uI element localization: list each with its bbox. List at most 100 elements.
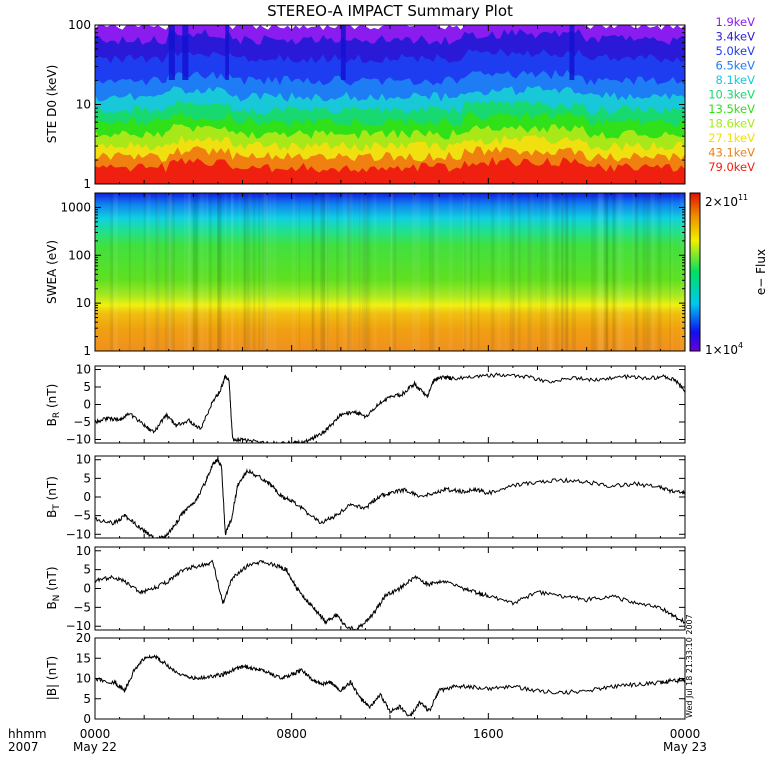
bt-ytick-label: 5 <box>83 471 91 485</box>
x-tick-label: 0000 <box>670 727 701 741</box>
bt-frame <box>94 455 686 539</box>
ste-bands <box>95 25 685 184</box>
bn-ytick-label: −5 <box>73 600 91 614</box>
ste-panel: 1 10 100 STE D0 (keV) <box>45 18 686 191</box>
swea-texture <box>109 193 685 351</box>
swea-stripe <box>230 193 234 351</box>
swea-stripe <box>571 193 576 351</box>
swea-stripe <box>649 193 655 351</box>
swea-stripe <box>243 193 246 351</box>
ste-dropout <box>182 25 189 80</box>
swea-stripe <box>364 193 368 351</box>
swea-stripe <box>169 193 173 351</box>
swea-stripe <box>146 193 151 351</box>
energy-legend-item: 27.1keV <box>708 131 755 145</box>
swea-stripe <box>512 193 516 351</box>
swea-ytick-label: 10 <box>76 296 91 310</box>
swea-stripe <box>157 193 160 351</box>
energy-legend-item: 1.9keV <box>716 15 756 29</box>
swea-ytick-label: 1 <box>83 344 91 358</box>
swea-stripe <box>360 193 364 351</box>
swea-stripe <box>268 193 272 351</box>
bn-ytick-label: −10 <box>66 619 91 633</box>
swea-stripe <box>543 193 547 351</box>
br-ylabel: BR (nT) <box>45 384 62 427</box>
swea-stripe <box>155 193 160 351</box>
swea-stripe <box>166 193 172 351</box>
swea-stripe <box>199 193 205 351</box>
swea-stripe <box>348 193 351 351</box>
swea-stripe <box>292 193 296 351</box>
swea-stripe <box>359 193 361 351</box>
swea-stripe <box>415 193 420 351</box>
swea-stripe <box>363 193 366 351</box>
swea-stripe <box>554 193 559 351</box>
swea-stripe <box>321 193 326 351</box>
swea-stripe <box>605 193 609 351</box>
swea-stripe <box>605 193 608 351</box>
swea-ytick-label: 1000 <box>60 200 91 214</box>
swea-stripe <box>170 193 175 351</box>
bt-axes: 10 5 0 −5 −10 <box>66 453 686 541</box>
swea-stripe <box>466 193 471 351</box>
swea-stripe <box>252 193 256 351</box>
swea-stripe <box>320 193 325 351</box>
swea-stripe <box>613 193 615 351</box>
energy-legend-item: 3.4keV <box>716 30 756 44</box>
ste-ylabel: STE D0 (keV) <box>45 65 59 144</box>
swea-stripe <box>647 193 652 351</box>
bmag-ytick-label: 15 <box>76 651 91 665</box>
swea-stripe <box>632 193 636 351</box>
energy-legend-item: 13.5keV <box>708 102 755 116</box>
plot-title: STEREO-A IMPACT Summary Plot <box>267 2 513 20</box>
swea-stripe <box>263 193 269 351</box>
swea-stripe <box>429 193 431 351</box>
colorbar-gradient <box>689 192 701 352</box>
energy-legend-item: 18.6keV <box>708 117 755 131</box>
bn-frame <box>94 546 686 631</box>
swea-stripe <box>373 193 377 351</box>
br-ytick-label: 10 <box>76 363 91 377</box>
bmag-panel: 20 15 10 5 0 |B| (nT) Wed Jul 18 21:33:10 20… <box>45 614 694 726</box>
swea-stripe <box>592 193 597 351</box>
swea-stripe <box>364 193 367 351</box>
swea-stripe <box>298 193 301 351</box>
swea-stripe <box>590 193 594 351</box>
x-tick-date-label: May 22 <box>73 740 117 754</box>
bn-ytick-label: 0 <box>83 582 91 596</box>
swea-stripe <box>560 193 564 351</box>
swea-stripe <box>272 193 277 351</box>
swea-stripe <box>549 193 553 351</box>
swea-stripe <box>326 193 329 351</box>
swea-stripe <box>143 193 146 351</box>
x-axis-year-label: 2007 <box>8 740 39 754</box>
bmag-line <box>95 654 685 717</box>
colorbar-bottom-label: 1×104 <box>705 341 743 357</box>
swea-stripe <box>243 193 249 351</box>
bt-line <box>95 456 685 538</box>
swea-stripe <box>361 193 364 351</box>
swea-stripe <box>218 193 222 351</box>
swea-stripe <box>325 193 330 351</box>
bt-ytick-label: 10 <box>76 453 91 467</box>
swea-stripe <box>633 193 639 351</box>
swea-stripe <box>311 193 315 351</box>
swea-stripe <box>505 193 507 351</box>
swea-stripe <box>543 193 546 351</box>
swea-stripe <box>366 193 371 351</box>
swea-stripe <box>680 193 684 351</box>
swea-stripe <box>192 193 194 351</box>
swea-stripe <box>560 193 564 351</box>
swea-stripe <box>350 193 353 351</box>
swea-stripe <box>224 193 227 351</box>
swea-stripe <box>248 193 252 351</box>
bn-ylabel: BN (nT) <box>45 566 62 609</box>
swea-stripe <box>258 193 261 351</box>
swea-stripe <box>165 193 170 351</box>
swea-stripe <box>390 193 393 351</box>
swea-stripe <box>230 193 235 351</box>
energy-legend-item: 10.3keV <box>708 88 755 102</box>
br-frame <box>94 365 686 444</box>
